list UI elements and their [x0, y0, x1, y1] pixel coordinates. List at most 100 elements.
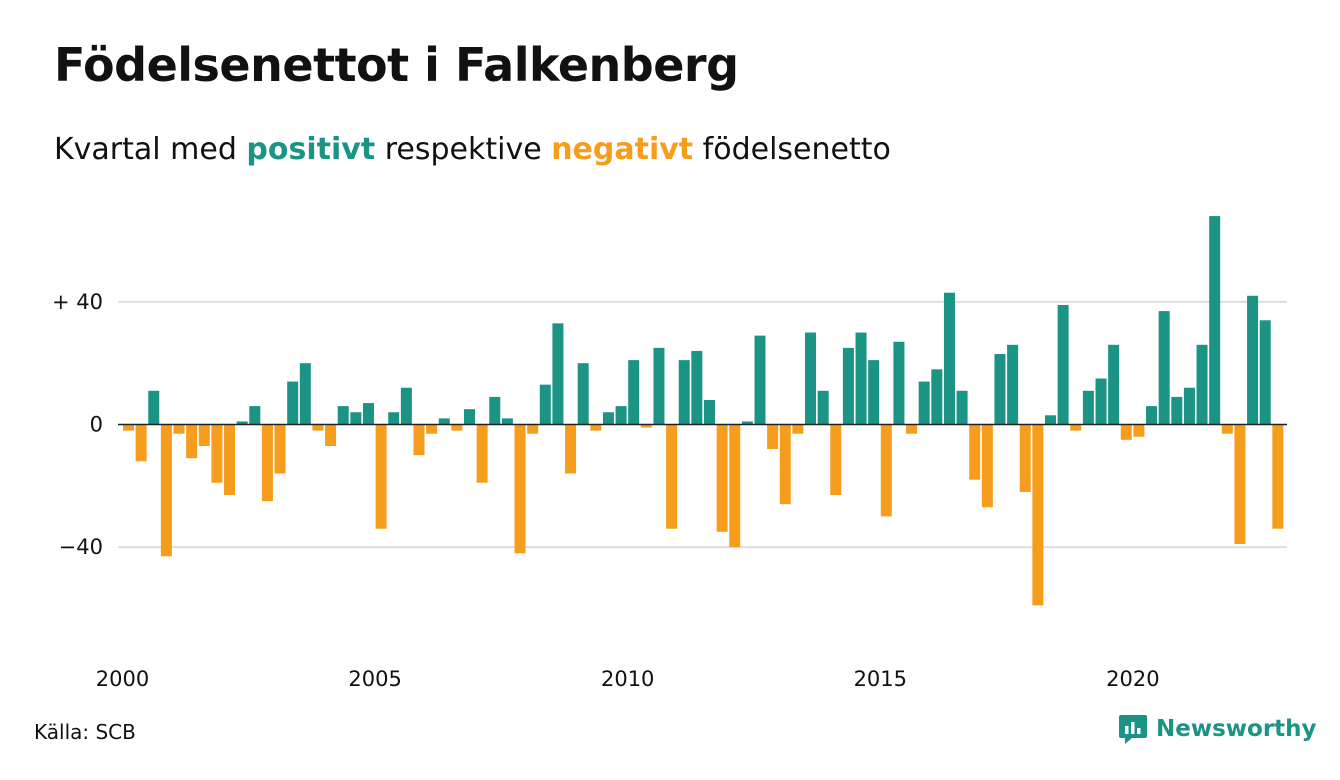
bar-negative [1032, 424, 1044, 606]
bar-positive [703, 399, 715, 425]
bar-negative [906, 424, 918, 434]
bar-positive [893, 341, 905, 425]
x-tick-label: 2010 [601, 667, 654, 691]
bar-negative [1120, 424, 1132, 440]
y-axis-labels: + 40 0 −40 [52, 290, 103, 559]
bar-positive [1082, 390, 1094, 425]
bar-positive [438, 418, 450, 425]
bar-positive [299, 363, 311, 425]
bar-negative [767, 424, 779, 450]
bar-positive [400, 387, 412, 425]
bar-negative [186, 424, 198, 459]
y-tick-label: 0 [90, 413, 103, 437]
gridlines [118, 300, 1287, 549]
subtitle-positive-word: positivt [246, 132, 376, 167]
bar-positive [1209, 216, 1221, 425]
bar-negative [476, 424, 488, 483]
x-axis-labels: 2000 2005 2010 2015 2020 [96, 667, 1160, 691]
bar-negative [325, 424, 337, 446]
bar-negative [123, 424, 134, 431]
bar-positive [741, 421, 753, 425]
bar-negative [880, 424, 892, 517]
bar-positive [1171, 396, 1183, 425]
x-tick-label: 2015 [854, 667, 907, 691]
brand-logo: Newsworthy [1118, 712, 1317, 746]
bar-positive [287, 381, 299, 425]
bar-positive [1007, 344, 1019, 425]
bar-negative [666, 424, 678, 529]
bar-positive [805, 332, 817, 425]
bar-positive [1196, 344, 1208, 425]
bar-negative [1234, 424, 1246, 545]
chart-subtitle: Kvartal med positivt respektive negativt… [54, 132, 891, 167]
bar-negative [1221, 424, 1233, 434]
x-tick-label: 2020 [1106, 667, 1159, 691]
bar-positive [337, 406, 349, 425]
bar-positive [388, 412, 400, 425]
bar-negative [224, 424, 236, 495]
bar-negative [527, 424, 539, 434]
bar-negative [729, 424, 741, 548]
bar-positive [1183, 387, 1195, 425]
bar-negative [640, 424, 652, 428]
bar-positive [236, 421, 248, 425]
bar-positive [628, 360, 640, 425]
bar-positive [956, 390, 968, 425]
bar-negative [1070, 424, 1082, 431]
bar-negative [1019, 424, 1031, 492]
bar-positive [249, 406, 261, 425]
bar-positive [350, 412, 362, 425]
bar-negative [1133, 424, 1145, 437]
bar-negative [1272, 424, 1284, 529]
bar-negative [590, 424, 602, 431]
bar-negative [211, 424, 223, 483]
bar-negative [792, 424, 804, 434]
bar-negative [969, 424, 981, 480]
bar-positive [868, 360, 880, 425]
subtitle-suffix: födelsenetto [693, 132, 891, 167]
x-tick-label: 2000 [96, 667, 149, 691]
bar-negative [261, 424, 273, 502]
bar-positive [918, 381, 930, 425]
bar-positive [842, 347, 854, 425]
bar-negative [312, 424, 324, 431]
bar-negative [135, 424, 147, 462]
bar-positive [691, 350, 703, 425]
bar-negative [514, 424, 526, 554]
brand-name: Newsworthy [1156, 716, 1317, 742]
bar-positive [678, 360, 690, 425]
bars [123, 216, 1284, 606]
bar-positive [362, 403, 374, 425]
bar-positive [943, 292, 955, 425]
bar-positive [1108, 344, 1120, 425]
bar-positive [501, 418, 513, 425]
bar-negative [375, 424, 387, 529]
bar-negative [981, 424, 993, 508]
bar-negative [413, 424, 425, 456]
x-tick-label: 2005 [348, 667, 401, 691]
bar-positive [1247, 295, 1259, 425]
bar-positive [602, 412, 614, 425]
bar-negative [830, 424, 842, 495]
bar-positive [931, 369, 943, 425]
bar-positive [1146, 406, 1158, 425]
bar-negative [779, 424, 791, 505]
bar-positive [1057, 304, 1069, 425]
y-tick-label: −40 [59, 535, 103, 559]
bar-negative [565, 424, 577, 474]
subtitle-prefix: Kvartal med [54, 132, 247, 167]
bar-positive [539, 384, 551, 425]
bar-chart: + 40 0 −40 2000 2005 2010 2015 2020 [52, 216, 1287, 691]
bar-positive [855, 332, 867, 425]
bar-positive [148, 390, 160, 425]
bar-negative [274, 424, 286, 474]
subtitle-negative-word: negativt [551, 132, 694, 167]
bar-negative [716, 424, 728, 532]
bar-positive [552, 323, 564, 425]
bar-negative [451, 424, 463, 431]
y-tick-label: + 40 [52, 290, 103, 314]
bar-negative [198, 424, 210, 446]
chart-title: Födelsenettot i Falkenberg [54, 38, 739, 92]
bar-positive [817, 390, 829, 425]
bar-positive [1158, 311, 1170, 425]
